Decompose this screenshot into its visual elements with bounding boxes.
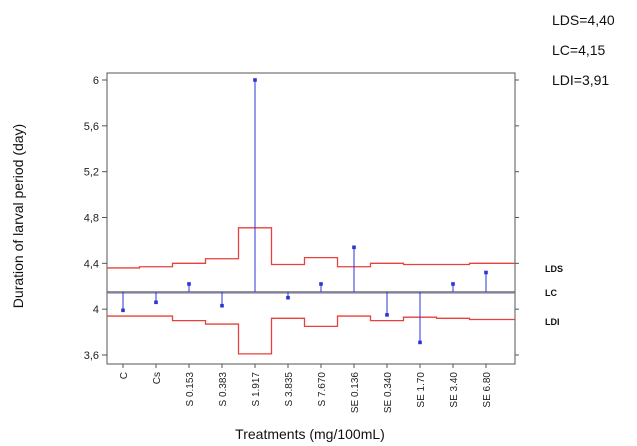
mean-point bbox=[385, 313, 389, 317]
y-tick-label: 5,6 bbox=[84, 121, 99, 133]
mean-point bbox=[187, 282, 191, 286]
mean-point bbox=[319, 282, 323, 286]
x-tick-label: SE 1.70 bbox=[416, 372, 427, 408]
x-tick-label: SE 0.340 bbox=[383, 372, 394, 414]
x-tick-label: SE 6.80 bbox=[482, 372, 493, 408]
x-tick-label: S 7.670 bbox=[317, 372, 328, 407]
x-tick-label: S 1.917 bbox=[251, 372, 262, 407]
mean-point bbox=[154, 300, 158, 305]
x-axis-title: Treatments (mg/100mL) bbox=[235, 426, 385, 442]
y-axis-title: Duration of larval period (day) bbox=[10, 124, 26, 308]
y-tick-label: 5,2 bbox=[84, 167, 99, 179]
label-ldi: LDI bbox=[545, 317, 560, 327]
lower-limit-line bbox=[107, 315, 515, 355]
mean-point bbox=[418, 340, 422, 345]
mean-point bbox=[121, 308, 125, 313]
y-tick-label: 4,8 bbox=[84, 213, 99, 225]
stat-lc: LC=4,15 bbox=[552, 42, 606, 58]
x-tick-label: C bbox=[119, 372, 130, 379]
y-tick-label: 4 bbox=[93, 304, 99, 316]
mean-point bbox=[352, 245, 356, 250]
x-tick-label: Cs bbox=[152, 372, 163, 384]
label-lc: LC bbox=[545, 288, 557, 298]
x-tick-label: S 0.153 bbox=[185, 372, 196, 407]
stat-ldi: LDI=3,91 bbox=[552, 72, 610, 88]
x-tick-label: SE 3.40 bbox=[449, 372, 460, 408]
y-tick-label: 4,4 bbox=[84, 258, 99, 270]
upper-limit-line bbox=[107, 227, 515, 269]
y-tick-label: 3,6 bbox=[84, 350, 99, 362]
mean-point bbox=[220, 303, 224, 308]
x-tick-label: S 0.383 bbox=[218, 372, 229, 407]
mean-point bbox=[451, 282, 455, 286]
mean-point bbox=[484, 270, 488, 275]
mean-point bbox=[253, 78, 257, 82]
mean-point bbox=[286, 295, 290, 300]
x-tick-label: SE 0.136 bbox=[350, 372, 361, 414]
y-tick-label: 6 bbox=[93, 75, 99, 87]
label-lds: LDS bbox=[545, 264, 563, 274]
x-tick-label: S 3.835 bbox=[284, 372, 295, 407]
stat-lds: LDS=4,40 bbox=[552, 12, 615, 28]
plot-frame bbox=[106, 72, 516, 365]
